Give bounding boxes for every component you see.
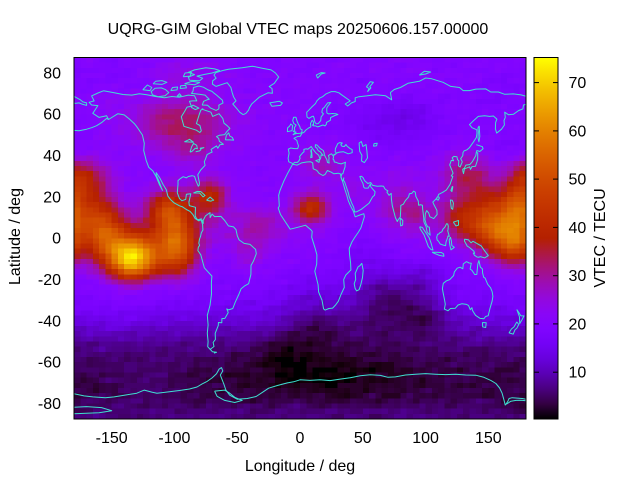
svg-text:20: 20 — [569, 316, 587, 333]
svg-text:10: 10 — [569, 365, 587, 382]
svg-text:60: 60 — [569, 123, 587, 140]
svg-text:-50: -50 — [226, 430, 249, 447]
svg-text:-150: -150 — [96, 430, 128, 447]
svg-text:-100: -100 — [158, 430, 190, 447]
svg-text:60: 60 — [43, 107, 61, 124]
svg-text:150: 150 — [475, 430, 502, 447]
svg-text:20: 20 — [43, 189, 61, 206]
svg-text:VTEC / TECU: VTEC / TECU — [592, 188, 609, 287]
svg-text:-20: -20 — [38, 272, 61, 289]
svg-text:80: 80 — [43, 65, 61, 82]
svg-text:70: 70 — [569, 75, 587, 92]
svg-text:-60: -60 — [38, 355, 61, 372]
svg-text:40: 40 — [569, 220, 587, 237]
svg-text:Latitude / deg: Latitude / deg — [7, 188, 24, 285]
svg-text:0: 0 — [296, 430, 305, 447]
svg-text:50: 50 — [354, 430, 372, 447]
svg-text:0: 0 — [52, 231, 61, 248]
svg-text:-80: -80 — [38, 396, 61, 413]
svg-text:40: 40 — [43, 148, 61, 165]
svg-text:Longitude / deg: Longitude / deg — [245, 458, 355, 475]
svg-text:-40: -40 — [38, 313, 61, 330]
svg-text:30: 30 — [569, 268, 587, 285]
svg-text:UQRG-GIM Global VTEC maps 2025: UQRG-GIM Global VTEC maps 20250606.157.0… — [108, 21, 489, 38]
svg-text:50: 50 — [569, 172, 587, 189]
svg-text:100: 100 — [412, 430, 439, 447]
